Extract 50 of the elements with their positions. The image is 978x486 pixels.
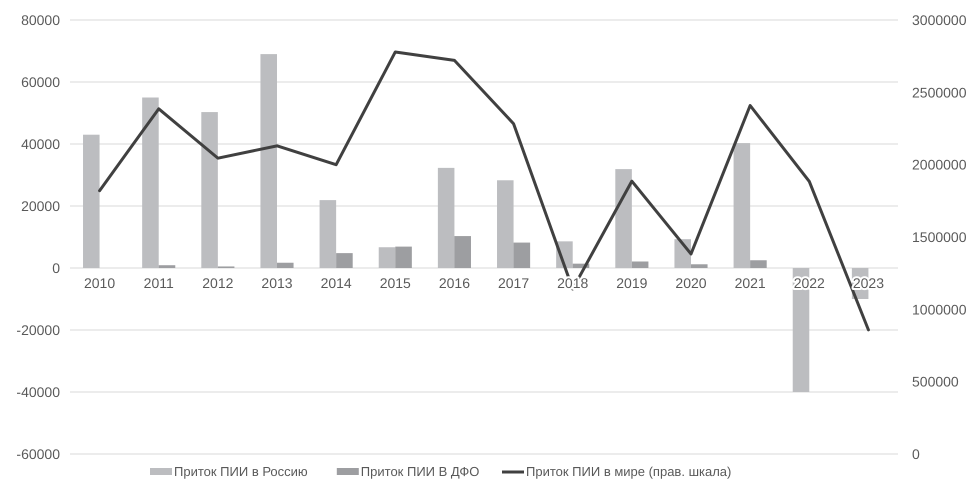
y2-tick-label: 2500000 xyxy=(912,84,967,100)
bar xyxy=(632,261,648,268)
y2-tick-label: 1000000 xyxy=(912,301,967,318)
y2-tick-label: 3000000 xyxy=(912,12,967,28)
y-tick-label: 80000 xyxy=(21,12,60,28)
bar xyxy=(158,265,176,268)
x-tick-label: 2023 xyxy=(852,275,884,291)
bar xyxy=(615,169,632,268)
bar xyxy=(320,200,336,268)
y2-tick-label: 2000000 xyxy=(912,156,967,173)
y-tick-label: -60000 xyxy=(16,446,60,462)
bar xyxy=(201,112,218,268)
x-tick-label: 2021 xyxy=(734,275,766,291)
bar xyxy=(142,98,159,268)
y-tick-label: 20000 xyxy=(21,198,60,214)
y-tick-label: 40000 xyxy=(21,136,60,152)
bar xyxy=(514,242,530,268)
y-tick-label: -20000 xyxy=(16,322,60,338)
x-tick-label: 2016 xyxy=(438,275,470,291)
bar xyxy=(277,262,294,268)
x-tick-label: 2017 xyxy=(498,275,530,291)
bar xyxy=(438,168,454,268)
x-tick-label: 2015 xyxy=(380,275,412,291)
bar xyxy=(260,54,277,268)
x-tick-label: 2014 xyxy=(320,275,352,291)
bar xyxy=(734,143,750,268)
x-tick-label: 2010 xyxy=(84,275,116,291)
y2-tick-label: 1500000 xyxy=(912,229,967,245)
x-tick-label: 2020 xyxy=(675,275,707,291)
y-tick-label: -40000 xyxy=(16,384,60,400)
x-tick-label: 2013 xyxy=(261,275,293,291)
bar xyxy=(750,260,767,268)
bar xyxy=(378,247,396,268)
x-tick-label: 2011 xyxy=(144,275,174,291)
bar xyxy=(497,180,514,268)
bar xyxy=(83,134,100,268)
legend-label: Приток ПИИ в мире (прав. шкала) xyxy=(526,464,732,479)
x-tick-label: 2022 xyxy=(794,275,826,291)
y-tick-label: 60000 xyxy=(21,74,60,90)
bar xyxy=(336,253,353,268)
bar xyxy=(454,236,471,268)
x-tick-label: 2012 xyxy=(202,275,234,291)
bar xyxy=(395,246,412,268)
y2-tick-label: 0 xyxy=(912,446,920,462)
y2-tick-label: 500000 xyxy=(912,374,959,390)
legend-label: Приток ПИИ в Россию xyxy=(174,464,308,479)
x-tick-label: 2019 xyxy=(616,275,648,291)
bar xyxy=(691,264,708,268)
y-tick-label: 0 xyxy=(52,260,60,276)
legend-label: Приток ПИИ В ДФО xyxy=(360,464,480,479)
